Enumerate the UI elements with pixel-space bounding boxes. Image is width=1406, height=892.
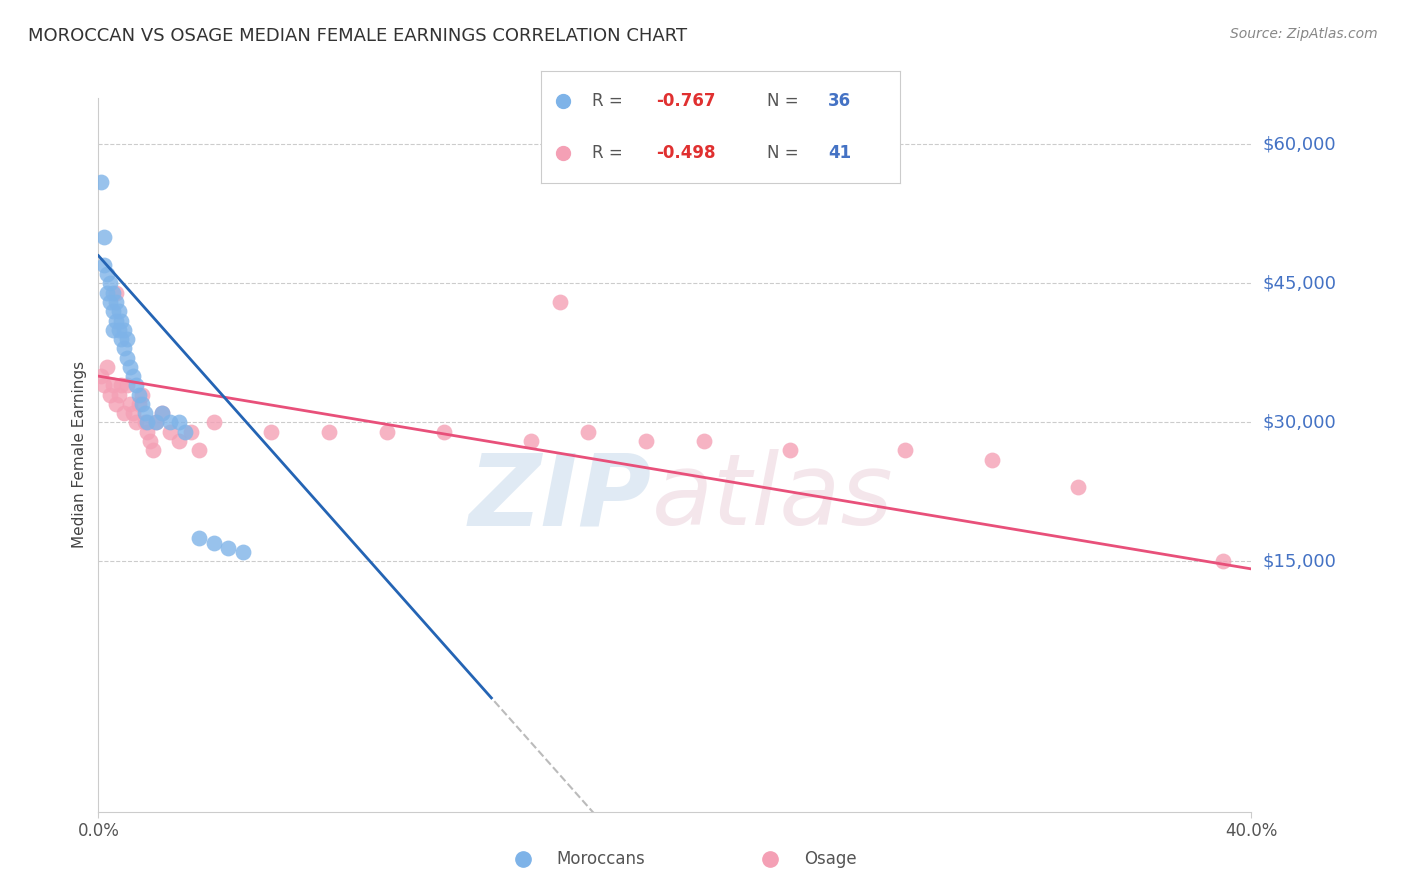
Point (1212, 554, 1234, 568)
Point (548, 295, 571, 310)
Text: Source: ZipAtlas.com: Source: ZipAtlas.com (1230, 27, 1378, 41)
Text: $30,000: $30,000 (1263, 414, 1336, 432)
Point (107, 323, 129, 337)
Y-axis label: Median Female Earnings: Median Female Earnings (72, 361, 87, 549)
Point (110, 313, 132, 327)
Point (98, 295, 121, 310)
Text: atlas: atlas (652, 450, 893, 546)
Point (101, 285, 124, 300)
Text: MOROCCAN VS OSAGE MEDIAN FEMALE EARNINGS CORRELATION CHART: MOROCCAN VS OSAGE MEDIAN FEMALE EARNINGS… (28, 27, 688, 45)
Point (98, 387, 121, 401)
Point (136, 416, 159, 430)
Point (107, 304, 129, 318)
Text: -0.498: -0.498 (657, 144, 716, 161)
Text: N =: N = (768, 144, 804, 161)
Point (107, 387, 129, 401)
Point (131, 387, 153, 401)
Point (159, 425, 181, 439)
Point (134, 416, 156, 430)
Point (90, 175, 112, 189)
Text: R =: R = (592, 93, 627, 111)
Point (981, 452, 1004, 467)
Point (167, 434, 190, 448)
Point (167, 416, 190, 430)
Point (520, 434, 543, 448)
Point (104, 285, 127, 300)
Point (188, 443, 211, 458)
Point (375, 425, 398, 439)
Point (93, 230, 115, 244)
Text: R =: R = (592, 144, 627, 161)
Point (150, 406, 173, 420)
Point (145, 416, 167, 430)
Point (188, 532, 211, 546)
Point (98, 277, 121, 291)
Point (101, 378, 124, 392)
Point (894, 443, 917, 458)
Point (110, 332, 132, 346)
Text: $15,000: $15,000 (1263, 552, 1336, 571)
Point (104, 313, 127, 327)
Point (145, 416, 167, 430)
Text: 36: 36 (828, 93, 851, 111)
Point (93, 378, 115, 392)
Point (122, 369, 145, 384)
Point (260, 425, 283, 439)
Point (104, 295, 127, 310)
Point (231, 545, 254, 559)
Point (202, 536, 225, 550)
Text: N =: N = (768, 93, 804, 111)
Point (128, 397, 150, 411)
Point (693, 434, 716, 448)
Point (117, 378, 138, 392)
Point (139, 434, 162, 448)
Text: $60,000: $60,000 (1263, 136, 1336, 153)
Point (578, 425, 600, 439)
Point (112, 323, 135, 337)
Point (150, 406, 173, 420)
Point (101, 323, 124, 337)
Point (217, 541, 239, 555)
Point (90, 369, 112, 384)
Point (433, 425, 456, 439)
Point (112, 406, 135, 420)
Point (117, 351, 138, 365)
Point (128, 387, 150, 401)
Point (136, 425, 159, 439)
Point (779, 443, 801, 458)
Point (125, 378, 148, 392)
Text: $45,000: $45,000 (1263, 275, 1337, 293)
Point (112, 342, 135, 356)
Point (104, 397, 127, 411)
Point (180, 425, 202, 439)
Text: Moroccans: Moroccans (557, 849, 645, 868)
Point (202, 416, 225, 430)
Point (93, 258, 115, 272)
Point (101, 304, 124, 318)
Point (110, 378, 132, 392)
Text: Osage: Osage (804, 849, 856, 868)
Point (125, 416, 148, 430)
Point (318, 425, 340, 439)
Point (96, 359, 118, 374)
Point (636, 434, 658, 448)
Point (159, 416, 181, 430)
Text: -0.767: -0.767 (657, 93, 716, 111)
Point (142, 443, 165, 458)
Text: ZIP: ZIP (468, 450, 652, 546)
Point (96, 267, 118, 281)
Point (96, 285, 118, 300)
Point (120, 397, 142, 411)
Point (122, 406, 145, 420)
Point (117, 332, 138, 346)
Point (1067, 480, 1090, 494)
Point (120, 359, 142, 374)
Text: 41: 41 (828, 144, 851, 161)
Point (174, 425, 197, 439)
Point (134, 406, 156, 420)
Point (131, 397, 153, 411)
